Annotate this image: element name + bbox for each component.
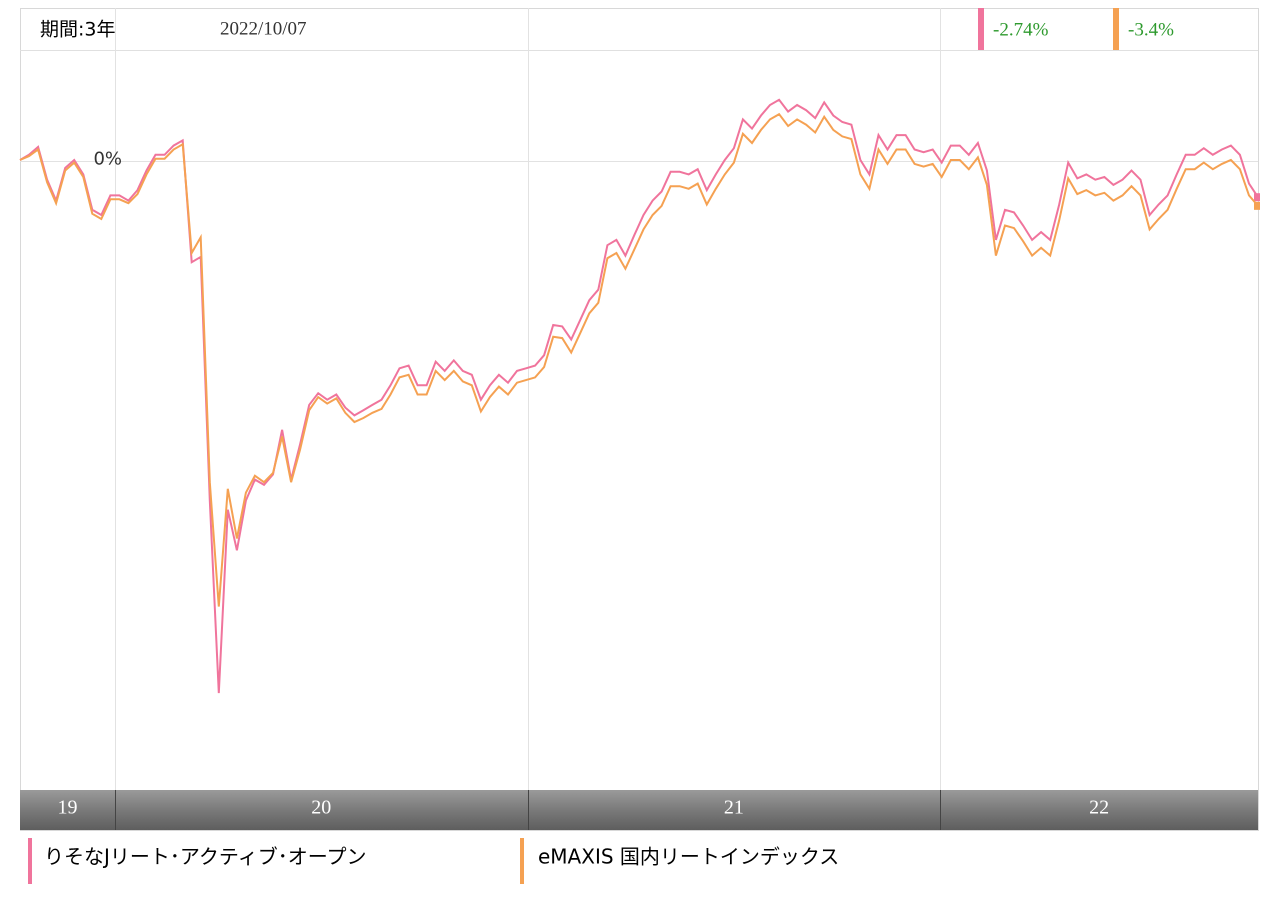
legend-swatch xyxy=(28,838,32,884)
period: 期間:3年 xyxy=(40,19,116,41)
legend-label: りそなJリート･アクティブ･オープン xyxy=(44,845,367,869)
x-tick-label: 19 xyxy=(57,797,77,819)
header-swatch xyxy=(1113,8,1119,50)
x-axis-bar xyxy=(20,790,1258,830)
x-tick-label: 21 xyxy=(724,797,744,819)
header-swatch xyxy=(978,8,984,50)
latest-value: -2.74% xyxy=(993,19,1049,40)
date: 2022/10/07 xyxy=(220,18,307,39)
series-line xyxy=(19,112,1259,607)
y-tick-label: 0% xyxy=(93,149,122,170)
end-marker xyxy=(1254,193,1260,202)
x-tick-label: 20 xyxy=(311,797,331,819)
legend-swatch xyxy=(520,838,524,884)
series-line xyxy=(19,98,1259,694)
latest-value: -3.4% xyxy=(1128,19,1174,40)
end-marker xyxy=(1254,201,1260,210)
plot-frame xyxy=(20,8,1259,831)
x-tick-label: 22 xyxy=(1089,797,1109,819)
legend-label: eMAXIS 国内リートインデックス xyxy=(538,845,839,869)
